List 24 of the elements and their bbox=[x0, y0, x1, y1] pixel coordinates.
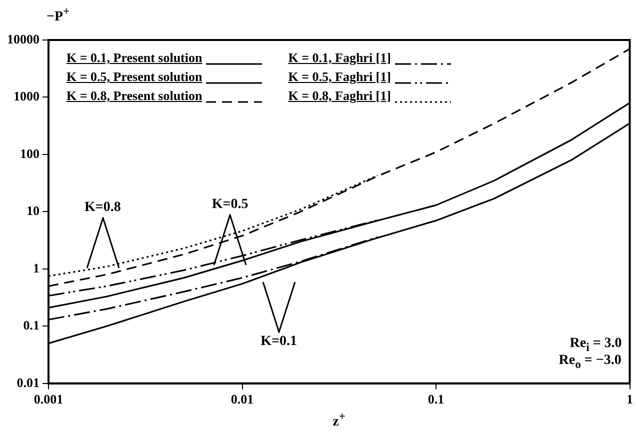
legend-label: K = 0.1, Present solution bbox=[66, 50, 202, 66]
legend-label: K = 0.8, Present solution bbox=[66, 88, 202, 104]
y-axis-title: −P$^{+}$ bbox=[46, 5, 70, 25]
annotation: K=0.8 bbox=[84, 200, 121, 216]
x-tick-label: 0.1 bbox=[428, 392, 444, 407]
y-tick-label: 0.01 bbox=[16, 374, 40, 390]
legend-label: K = 0.5, Present solution bbox=[66, 69, 202, 85]
x-axis-title: z$^{+}$ bbox=[332, 410, 346, 430]
y-tick-label: 1 bbox=[33, 260, 40, 276]
y-tick-label: 1000 bbox=[14, 88, 40, 104]
x-tick-label: 0.01 bbox=[230, 392, 254, 407]
annotation: Re$_{i}$ = 3.0 bbox=[570, 336, 622, 354]
annotation: K=0.5 bbox=[212, 196, 248, 212]
x-tick-label: 0.001 bbox=[34, 392, 64, 407]
x-tick-label: 1 bbox=[626, 392, 633, 407]
annotation: K=0.1 bbox=[260, 334, 298, 350]
y-tick-label: 10000 bbox=[7, 31, 40, 46]
legend-label: K = 0.5, Faghri [1] bbox=[288, 69, 391, 85]
y-tick-label: 0.1 bbox=[23, 318, 40, 333]
y-tick-label: 10 bbox=[26, 203, 40, 218]
annotation: Re$_{o}$ = −3.0 bbox=[558, 353, 622, 372]
legend-label: K = 0.8, Faghri [1] bbox=[288, 88, 391, 104]
legend-label: K = 0.1, Faghri [1] bbox=[288, 50, 391, 66]
y-tick-label: 100 bbox=[20, 146, 40, 161]
